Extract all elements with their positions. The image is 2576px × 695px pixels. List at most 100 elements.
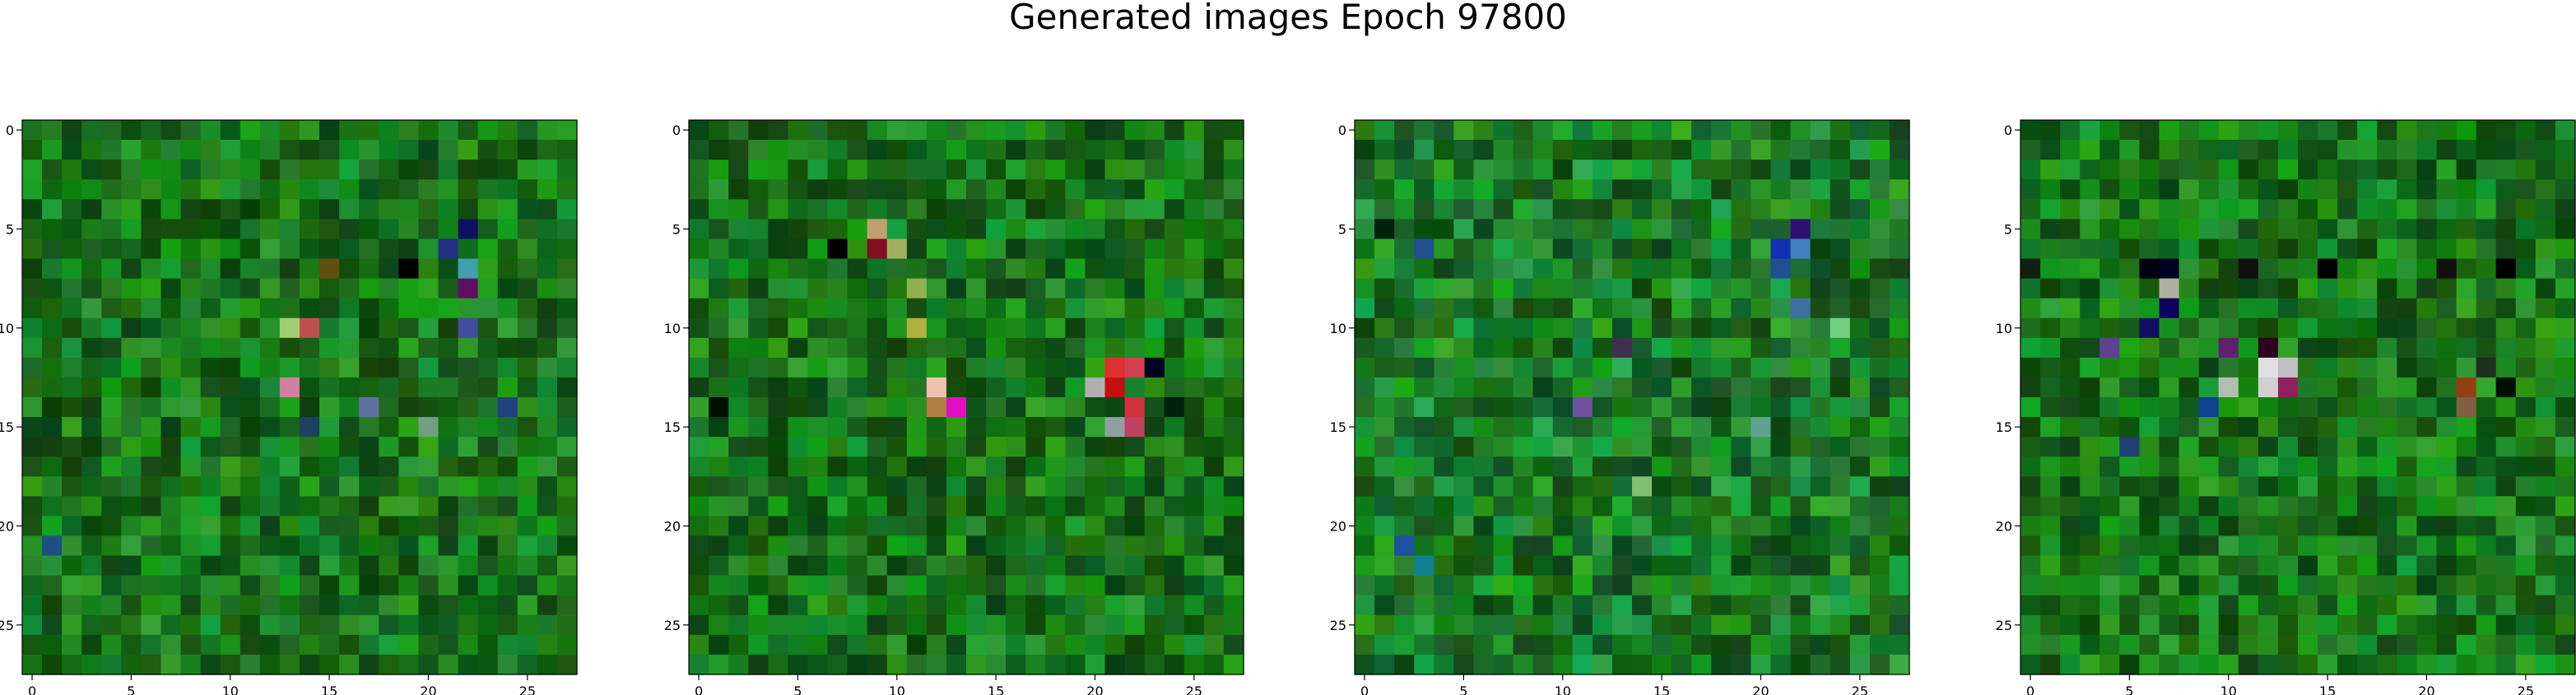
pixel-cell — [1770, 317, 1792, 339]
pixel-cell — [1104, 377, 1126, 398]
pixel-cell — [458, 654, 479, 675]
pixel-cell — [279, 634, 300, 656]
pixel-cell — [2198, 634, 2220, 656]
pixel-cell — [1414, 258, 1434, 280]
pixel-cell — [22, 555, 43, 577]
pixel-cell — [1849, 575, 1871, 596]
pixel-cell — [438, 219, 459, 240]
pixel-cell — [1751, 278, 1772, 299]
pixel-cell — [180, 377, 202, 398]
pixel-cell — [1652, 140, 1672, 160]
pixel-cell — [1572, 120, 1593, 141]
pixel-cell — [1493, 377, 1514, 398]
x-tick-label: 5 — [1459, 683, 1467, 695]
pixel-cell — [497, 120, 518, 141]
pixel-cell — [1711, 317, 1732, 339]
pixel-cell — [537, 575, 558, 596]
pixel-cell — [2277, 634, 2299, 656]
pixel-cell — [1065, 219, 1086, 240]
pixel-cell — [2277, 337, 2299, 359]
pixel-cell — [42, 614, 63, 636]
pixel-cell — [966, 120, 987, 141]
pixel-cell — [22, 377, 43, 398]
pixel-cell — [1045, 555, 1066, 577]
pixel-cell — [2535, 456, 2556, 477]
pixel-cell — [2119, 535, 2141, 557]
pixel-cell — [438, 278, 459, 299]
pixel-cell — [768, 377, 788, 398]
pixel-cell — [1025, 476, 1046, 497]
pixel-cell — [966, 298, 987, 319]
pixel-cell — [788, 258, 809, 280]
pixel-cell — [1414, 456, 1434, 477]
pixel-cell — [300, 160, 320, 180]
pixel-cell — [1065, 614, 1086, 636]
pixel-cell — [497, 377, 518, 398]
pixel-cell — [22, 179, 43, 200]
pixel-cell — [1374, 397, 1395, 418]
pixel-cell — [2298, 575, 2318, 596]
pixel-cell — [906, 516, 928, 537]
pixel-cell — [81, 377, 102, 398]
pixel-cell — [2397, 258, 2418, 280]
pixel-cell — [1355, 496, 1375, 517]
pixel-cell — [1065, 456, 1086, 477]
pixel-cell — [1513, 516, 1534, 537]
pixel-cell — [1164, 417, 1185, 438]
pixel-cell — [1751, 476, 1772, 497]
pixel-cell — [1672, 278, 1692, 299]
pixel-cell — [1691, 555, 1712, 577]
pixel-cell — [1355, 456, 1375, 477]
pixel-cell — [1513, 199, 1534, 220]
pixel-cell — [497, 476, 518, 497]
pixel-cell — [259, 337, 281, 359]
pixel-cell — [121, 595, 142, 616]
pixel-cell — [1183, 239, 1205, 260]
x-tick-label: 20 — [1086, 683, 1103, 695]
pixel-cell — [180, 476, 202, 497]
pixel-cell — [1453, 575, 1475, 596]
pixel-cell — [517, 555, 538, 577]
pixel-cell — [62, 357, 82, 378]
pixel-cell — [1124, 456, 1146, 477]
pixel-cell — [517, 120, 538, 141]
pixel-cell — [1691, 120, 1712, 141]
pixel-cell — [1183, 516, 1205, 537]
pixel-cell — [689, 140, 709, 160]
pixel-cell — [1592, 278, 1613, 299]
pixel-cell — [2099, 160, 2120, 180]
pixel-cell — [966, 614, 987, 636]
pixel-cell — [2535, 120, 2556, 141]
pixel-cell — [497, 337, 518, 359]
pixel-cell — [2555, 476, 2576, 497]
pixel-cell — [1124, 199, 1146, 220]
pixel-cell — [1223, 298, 1244, 319]
pixel-cell — [2337, 417, 2358, 438]
pixel-cell — [1394, 357, 1415, 378]
pixel-cell — [1572, 555, 1593, 577]
pixel-cell — [319, 377, 340, 398]
pixel-cell — [458, 258, 479, 280]
pixel-cell — [2357, 595, 2378, 616]
pixel-cell — [1869, 595, 1890, 616]
pixel-cell — [2515, 496, 2536, 517]
pixel-cell — [1203, 140, 1225, 160]
pixel-cell — [1085, 179, 1106, 200]
pixel-cell — [42, 239, 63, 260]
pixel-cell — [1691, 199, 1712, 220]
pixel-cell — [2060, 377, 2081, 398]
pixel-cell — [1473, 357, 1495, 378]
pixel-cell — [81, 397, 102, 418]
pixel-cell — [788, 555, 809, 577]
pixel-cell — [160, 357, 182, 378]
pixel-cell — [22, 160, 43, 180]
pixel-cell — [2080, 199, 2100, 220]
pixel-cell — [2456, 535, 2477, 557]
pixel-cell — [1374, 654, 1395, 675]
pixel-cell — [1434, 278, 1454, 299]
pixel-cell — [2476, 278, 2497, 299]
pixel-cell — [1144, 357, 1165, 378]
pixel-cell — [709, 140, 729, 160]
pixel-cell — [418, 614, 439, 636]
